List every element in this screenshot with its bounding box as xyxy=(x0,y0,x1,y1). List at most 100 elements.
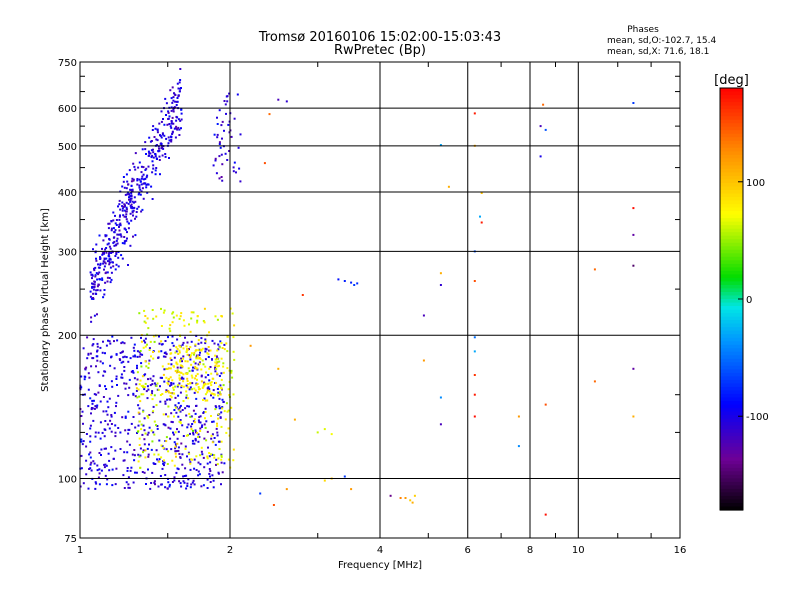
data-point xyxy=(144,382,147,385)
data-point xyxy=(176,116,179,119)
data-point xyxy=(192,353,195,356)
data-point xyxy=(202,383,205,386)
data-point xyxy=(204,342,207,345)
data-point xyxy=(184,407,187,410)
data-point xyxy=(188,354,191,357)
colorbar-segment xyxy=(720,235,743,240)
data-point xyxy=(184,372,187,375)
data-point xyxy=(121,185,124,188)
data-point xyxy=(222,384,225,387)
data-point xyxy=(219,393,222,396)
data-point xyxy=(111,385,114,388)
data-point xyxy=(85,459,88,462)
data-point xyxy=(197,339,200,342)
data-point xyxy=(226,335,229,338)
data-point xyxy=(632,367,635,370)
data-point xyxy=(223,462,226,465)
data-point xyxy=(404,497,407,499)
data-point xyxy=(167,378,170,381)
colorbar-segment xyxy=(720,330,743,335)
colorbar-segment xyxy=(720,369,743,374)
chart-subtitle: RwPretec (Bp) xyxy=(334,43,426,58)
data-point xyxy=(217,343,220,346)
data-point xyxy=(124,387,127,390)
data-point xyxy=(114,229,117,232)
data-point xyxy=(147,183,150,186)
data-point xyxy=(189,461,192,464)
data-point xyxy=(151,398,154,401)
data-point xyxy=(85,366,88,369)
data-point xyxy=(152,410,155,413)
data-point xyxy=(178,128,181,131)
data-point xyxy=(151,440,154,443)
data-point xyxy=(153,420,156,423)
data-point xyxy=(422,314,425,317)
data-point xyxy=(103,251,105,254)
data-point xyxy=(198,362,201,365)
data-point xyxy=(95,272,98,275)
data-point xyxy=(150,355,152,358)
data-point xyxy=(350,281,353,284)
data-point xyxy=(169,348,172,351)
data-point xyxy=(106,478,109,481)
data-point xyxy=(137,453,140,456)
data-point xyxy=(95,393,98,396)
data-point xyxy=(228,394,231,396)
data-point xyxy=(106,423,109,426)
data-point xyxy=(151,379,154,382)
data-point xyxy=(146,433,149,436)
data-point xyxy=(223,348,226,351)
data-point xyxy=(209,475,211,478)
data-point xyxy=(190,425,193,428)
data-point xyxy=(110,446,113,449)
data-point xyxy=(92,399,95,402)
colorbar-segment xyxy=(720,193,743,198)
data-point xyxy=(207,386,210,389)
data-point xyxy=(138,437,141,440)
data-point xyxy=(172,386,175,389)
data-point xyxy=(220,372,223,375)
colorbar-segment xyxy=(720,495,743,501)
data-point xyxy=(206,389,209,392)
data-point xyxy=(473,350,476,353)
data-point xyxy=(101,253,104,256)
data-point xyxy=(139,350,142,352)
data-point xyxy=(149,140,152,143)
data-point xyxy=(88,376,91,379)
data-point xyxy=(190,311,193,314)
data-point xyxy=(214,405,217,408)
data-point xyxy=(136,396,139,399)
data-point xyxy=(162,373,165,376)
data-point xyxy=(189,386,192,389)
colorbar-segment xyxy=(720,334,743,339)
data-point xyxy=(212,396,215,399)
data-point xyxy=(115,239,118,242)
data-point xyxy=(161,133,164,136)
data-point xyxy=(99,256,101,259)
colorbar-segment xyxy=(720,425,743,430)
data-point xyxy=(208,349,211,352)
data-point xyxy=(126,231,128,234)
data-point xyxy=(149,152,152,155)
data-point xyxy=(189,358,192,361)
data-point xyxy=(100,448,103,451)
data-point xyxy=(173,392,175,395)
data-point xyxy=(473,415,476,418)
data-point xyxy=(200,341,203,344)
data-point xyxy=(110,220,113,223)
data-point xyxy=(90,469,93,472)
data-point xyxy=(343,475,346,478)
data-point xyxy=(210,381,213,384)
data-point xyxy=(132,392,135,395)
data-point xyxy=(179,391,182,394)
data-point xyxy=(180,384,183,387)
data-point xyxy=(131,207,134,210)
data-point xyxy=(104,463,107,466)
data-point xyxy=(120,361,123,364)
data-point xyxy=(82,440,85,443)
data-point xyxy=(95,482,98,485)
colorbar-segment xyxy=(720,443,743,448)
data-point xyxy=(213,133,216,136)
data-point xyxy=(207,446,209,449)
colorbar-segment xyxy=(720,295,743,300)
